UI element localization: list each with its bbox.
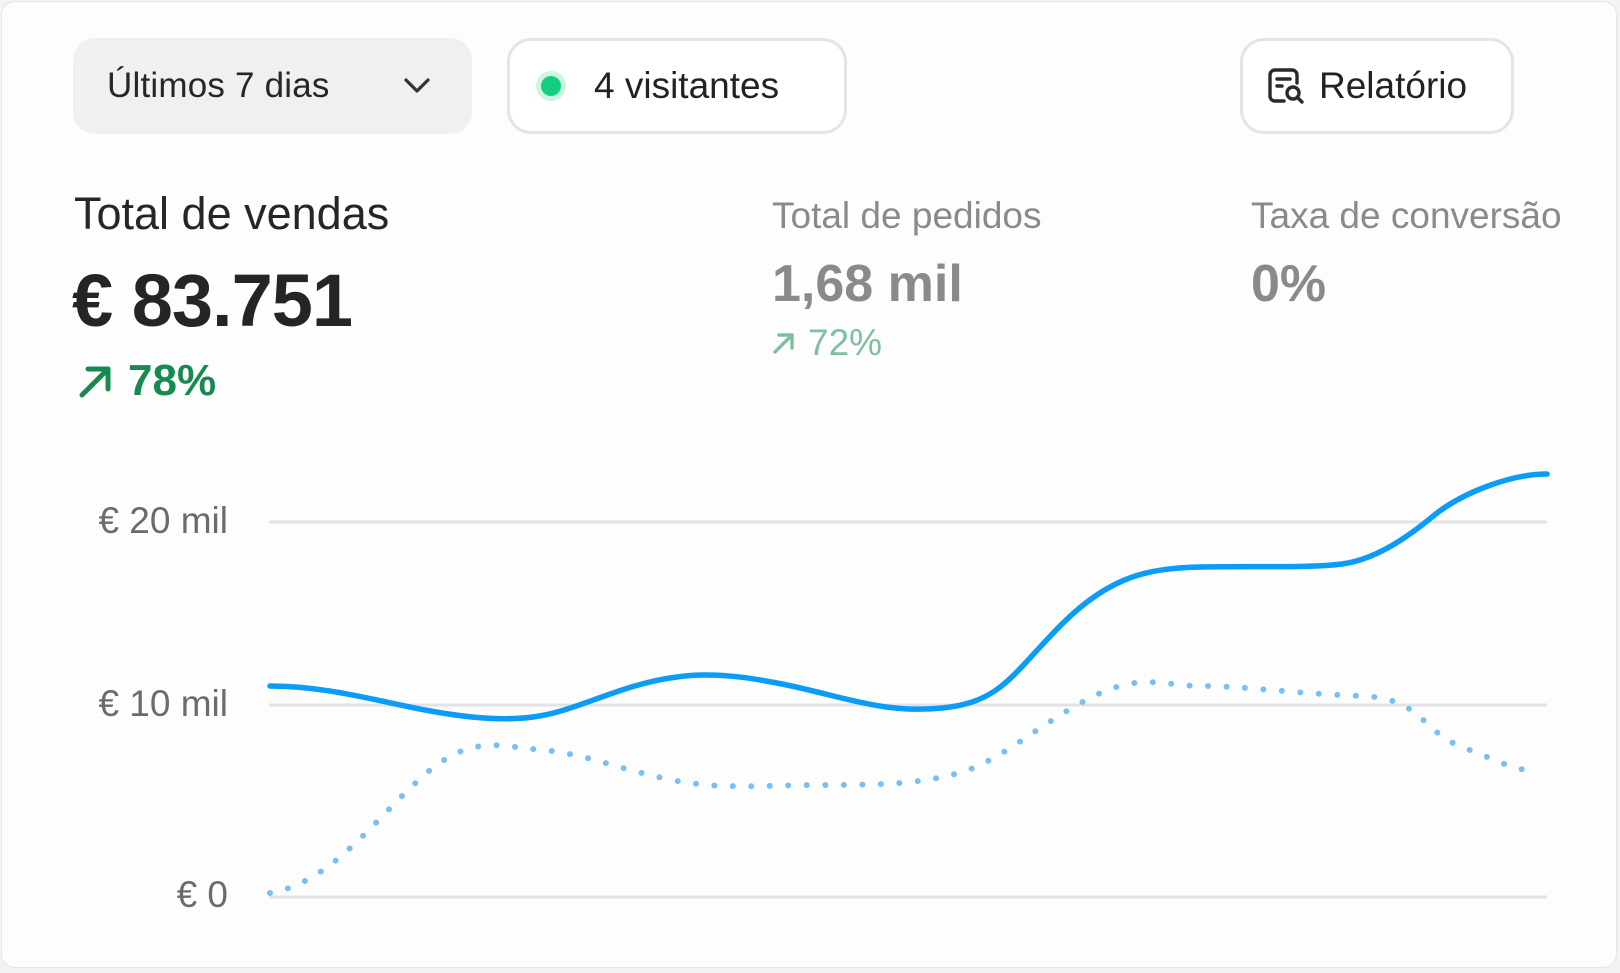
total-orders-change: 72%: [772, 322, 882, 364]
conversion-rate-title: Taxa de conversão: [1251, 195, 1562, 236]
y-tick-20k: € 20 mil: [98, 500, 228, 541]
total-orders-change-value: 72%: [808, 322, 883, 363]
total-orders-title: Total de pedidos: [772, 195, 1042, 236]
report-button-label: Relatório: [1319, 65, 1468, 106]
previous-period-line: [267, 679, 1540, 896]
y-tick-10k: € 10 mil: [98, 683, 228, 724]
live-status-icon: [536, 71, 566, 101]
chevron-down-icon: [404, 78, 430, 93]
grid-lines: [269, 520, 1547, 899]
arrow-up-right-icon: [773, 333, 794, 354]
conversion-rate-value: 0%: [1251, 255, 1327, 313]
arrow-up-right-icon: [79, 366, 111, 398]
total-sales-change: 78%: [76, 356, 216, 406]
date-range-dropdown[interactable]: Últimos 7 dias: [73, 38, 472, 134]
live-visitors-label: 4 visitantes: [594, 65, 780, 106]
total-orders-value: 1,68 mil: [772, 255, 963, 313]
live-visitors-pill[interactable]: 4 visitantes: [507, 38, 847, 134]
current-period-line: [267, 471, 1550, 722]
total-sales-value: € 83.751: [72, 259, 353, 342]
y-tick-0: € 0: [176, 874, 228, 915]
report-search-icon: [1268, 68, 1304, 104]
total-sales-change-value: 78%: [128, 356, 217, 405]
total-sales-title: Total de vendas: [74, 188, 390, 239]
report-button[interactable]: Relatório: [1240, 38, 1514, 134]
date-range-label: Últimos 7 dias: [107, 66, 330, 105]
